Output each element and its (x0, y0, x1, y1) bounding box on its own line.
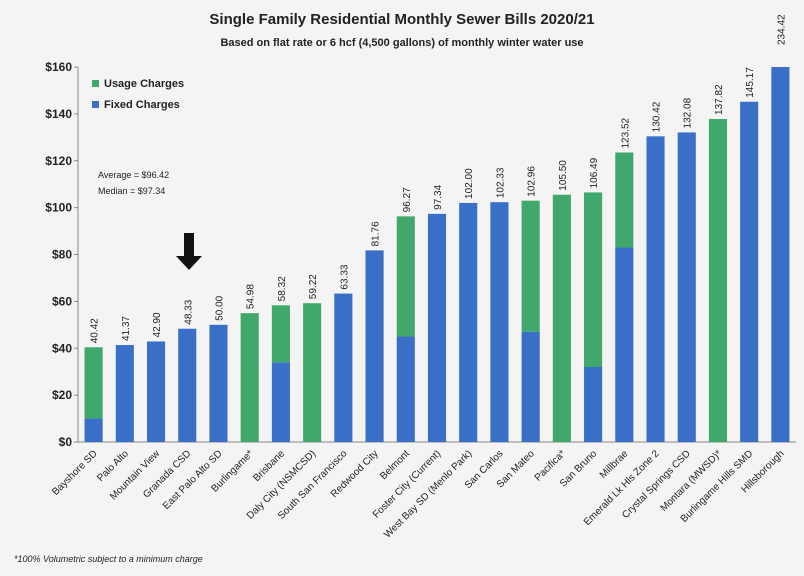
value-label: 102.33 (495, 167, 506, 198)
footnote: *100% Volumetric subject to a minimum ch… (14, 554, 203, 564)
value-label: 137.82 (714, 84, 725, 115)
y-tick-label: $140 (45, 107, 72, 121)
bar-segment (521, 331, 540, 442)
y-tick-label: $160 (45, 60, 72, 74)
bar-segment (303, 303, 322, 442)
bar-segment (459, 202, 478, 442)
value-label: 81.76 (371, 221, 382, 246)
bar-segment (584, 192, 603, 367)
y-tick-label: $20 (52, 388, 72, 402)
value-label: 145.17 (745, 67, 756, 98)
chart-title: Single Family Residential Monthly Sewer … (209, 11, 594, 28)
bar-segment (427, 213, 447, 442)
bar-segment (115, 345, 134, 442)
value-label: 132.08 (683, 97, 694, 128)
bar-segment (209, 324, 228, 442)
value-label: 106.49 (589, 157, 600, 188)
bar-segment (146, 341, 166, 442)
bar-segment (740, 101, 759, 442)
bar-segment (365, 250, 384, 442)
bar-segment (271, 362, 290, 442)
legend-label: Usage Charges (104, 78, 184, 90)
bar-segment (771, 67, 790, 442)
legend-swatch (92, 80, 99, 87)
bars (84, 67, 790, 442)
value-label: 97.34 (433, 184, 444, 209)
y-tick-label: $0 (59, 435, 73, 449)
bar-segment (677, 132, 696, 442)
bar-segment (396, 216, 415, 337)
bar-segment (178, 328, 197, 442)
value-label: 102.96 (527, 166, 538, 197)
value-label: 50.00 (214, 295, 225, 320)
value-label: 96.27 (402, 187, 413, 212)
value-label: 42.90 (152, 312, 163, 337)
value-label: 54.98 (246, 284, 257, 309)
annotation: Median = $97.34 (98, 186, 165, 196)
bar-segment (615, 247, 634, 442)
value-label: 63.33 (339, 264, 350, 289)
bar-segment (521, 200, 540, 332)
bar-segment (334, 293, 353, 442)
y-tick-label: $80 (52, 248, 72, 262)
arrow (176, 233, 202, 270)
bar-segment (708, 118, 728, 442)
bar-segment (552, 194, 571, 442)
bar-segment (271, 305, 290, 363)
value-label: 102.00 (464, 168, 475, 199)
value-label: 105.50 (558, 160, 569, 191)
bar-segment (84, 418, 103, 442)
y-tick-label: $60 (52, 294, 72, 308)
legend-label: Fixed Charges (104, 99, 180, 111)
bar-segment (490, 202, 509, 442)
value-label: 59.22 (308, 274, 319, 299)
bar-segment (396, 336, 415, 442)
value-label: 58.32 (277, 276, 288, 301)
x-tick-label: Bayshore SD (50, 448, 99, 497)
value-label: 234.42 (776, 14, 787, 45)
y-tick-label: $100 (45, 201, 72, 215)
bar-segment (615, 152, 634, 248)
bar-segment (646, 136, 665, 442)
legend-swatch (92, 101, 99, 108)
value-label: 123.52 (620, 117, 631, 148)
bar-segment (240, 313, 259, 442)
value-label: 130.42 (652, 101, 663, 132)
value-label: 40.42 (90, 318, 101, 343)
y-tick-label: $120 (45, 154, 72, 168)
value-label: 41.37 (121, 316, 132, 341)
chart-subtitle: Based on flat rate or 6 hcf (4,500 gallo… (220, 37, 583, 49)
value-label: 48.33 (183, 299, 194, 324)
annotation: Average = $96.42 (98, 170, 169, 180)
y-tick-label: $40 (52, 341, 72, 355)
bar-segment (584, 367, 603, 442)
bar-segment (84, 347, 103, 419)
